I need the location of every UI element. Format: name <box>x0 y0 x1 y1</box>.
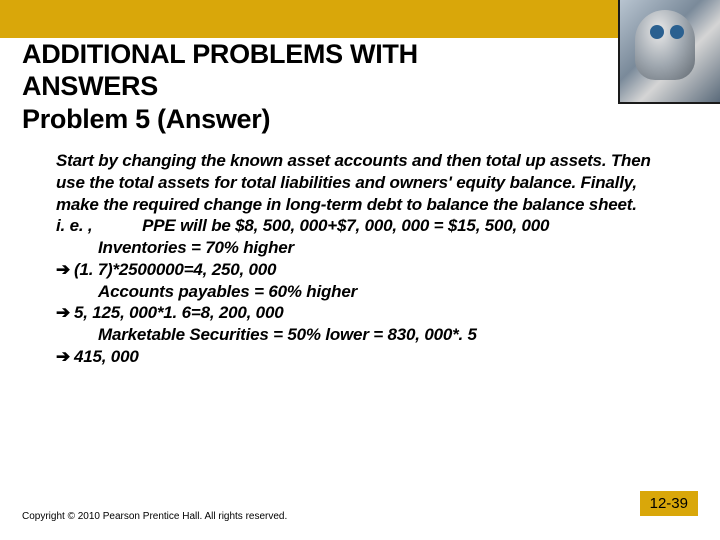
calc-text: 5, 125, 000*1. 6=8, 200, 000 <box>74 303 283 322</box>
body-inventories-label: Inventories = 70% higher <box>56 237 671 259</box>
arrow-icon: ➔ <box>56 346 74 368</box>
body-securities-label: Marketable Securities = 50% lower = 830,… <box>56 324 671 346</box>
page-number: 12-39 <box>640 491 698 516</box>
body-inventories-calc: ➔(1. 7)*2500000=4, 250, 000 <box>56 259 671 281</box>
calc-text: (1. 7)*2500000=4, 250, 000 <box>74 260 276 279</box>
body-securities-calc: ➔415, 000 <box>56 346 671 368</box>
title-line-3: Problem 5 (Answer) <box>22 103 602 135</box>
arrow-icon: ➔ <box>56 259 74 281</box>
arrow-icon: ➔ <box>56 302 74 324</box>
decorative-image <box>618 0 720 104</box>
calc-text: 415, 000 <box>74 347 139 366</box>
copyright-footer: Copyright © 2010 Pearson Prentice Hall. … <box>22 511 287 522</box>
title-line-1: ADDITIONAL PROBLEMS WITH <box>22 38 602 70</box>
body-paragraph-1: Start by changing the known asset accoun… <box>56 150 671 215</box>
body-paragraph-2: i. e. , PPE will be $8, 500, 000+$7, 000… <box>56 215 671 237</box>
body-payables-calc: ➔5, 125, 000*1. 6=8, 200, 000 <box>56 302 671 324</box>
body-block: Start by changing the known asset accoun… <box>56 150 671 368</box>
accent-bar <box>0 0 720 38</box>
body-payables-label: Accounts payables = 60% higher <box>56 281 671 303</box>
title-block: ADDITIONAL PROBLEMS WITH ANSWERS Problem… <box>22 38 602 135</box>
title-line-2: ANSWERS <box>22 70 602 102</box>
